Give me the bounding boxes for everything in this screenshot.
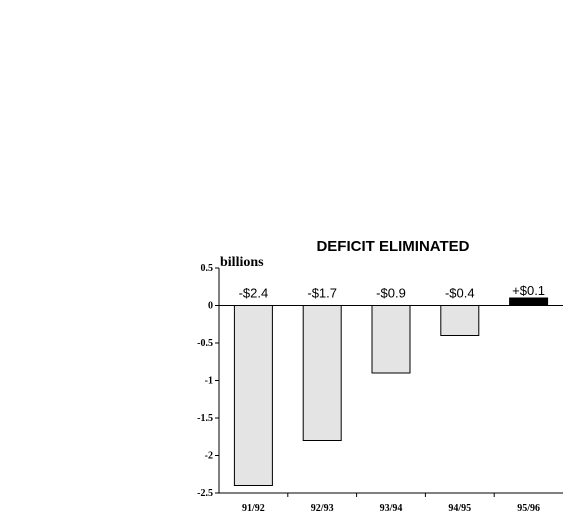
bar-94-95 xyxy=(440,305,480,336)
x-tick-label: 95/96 xyxy=(517,503,540,514)
data-label: -$1.7 xyxy=(307,286,337,301)
bar-95-96 xyxy=(509,297,549,306)
y-tick-label: -0.5 xyxy=(197,338,213,349)
x-tick-label: 92/93 xyxy=(311,503,334,514)
x-tick-label: 93/94 xyxy=(380,503,403,514)
x-tick-label: 94/95 xyxy=(448,503,471,514)
y-tick-label: 0.5 xyxy=(201,263,214,274)
bar-92-93 xyxy=(302,305,342,441)
y-tick-label: 0 xyxy=(208,301,213,312)
chart-axes: 0.5 0 -0.5 -1 -1.5 -2 -2.5 xyxy=(197,263,563,499)
bar-91-92 xyxy=(233,305,273,486)
chart-bars xyxy=(233,297,549,486)
y-tick-label: -1.5 xyxy=(197,413,213,424)
chart-labels: 91/92 -$2.4 92/93 -$1.7 93/94 -$0.9 94/95 -$0.4… xyxy=(239,283,545,514)
data-label: -$0.4 xyxy=(445,286,475,301)
bar-93-94 xyxy=(371,305,411,374)
data-label: -$2.4 xyxy=(239,286,269,301)
y-tick-label: -2.5 xyxy=(197,488,213,499)
y-tick-label: -2 xyxy=(205,451,213,462)
y-tick-label: -1 xyxy=(205,376,213,387)
data-label: -$0.9 xyxy=(376,286,406,301)
y-axis-unit-label: billions xyxy=(220,255,264,270)
x-tick-label: 91/92 xyxy=(242,503,265,514)
chart-title: DEFICIT ELIMINATED xyxy=(316,238,469,255)
data-label: +$0.1 xyxy=(512,283,545,298)
